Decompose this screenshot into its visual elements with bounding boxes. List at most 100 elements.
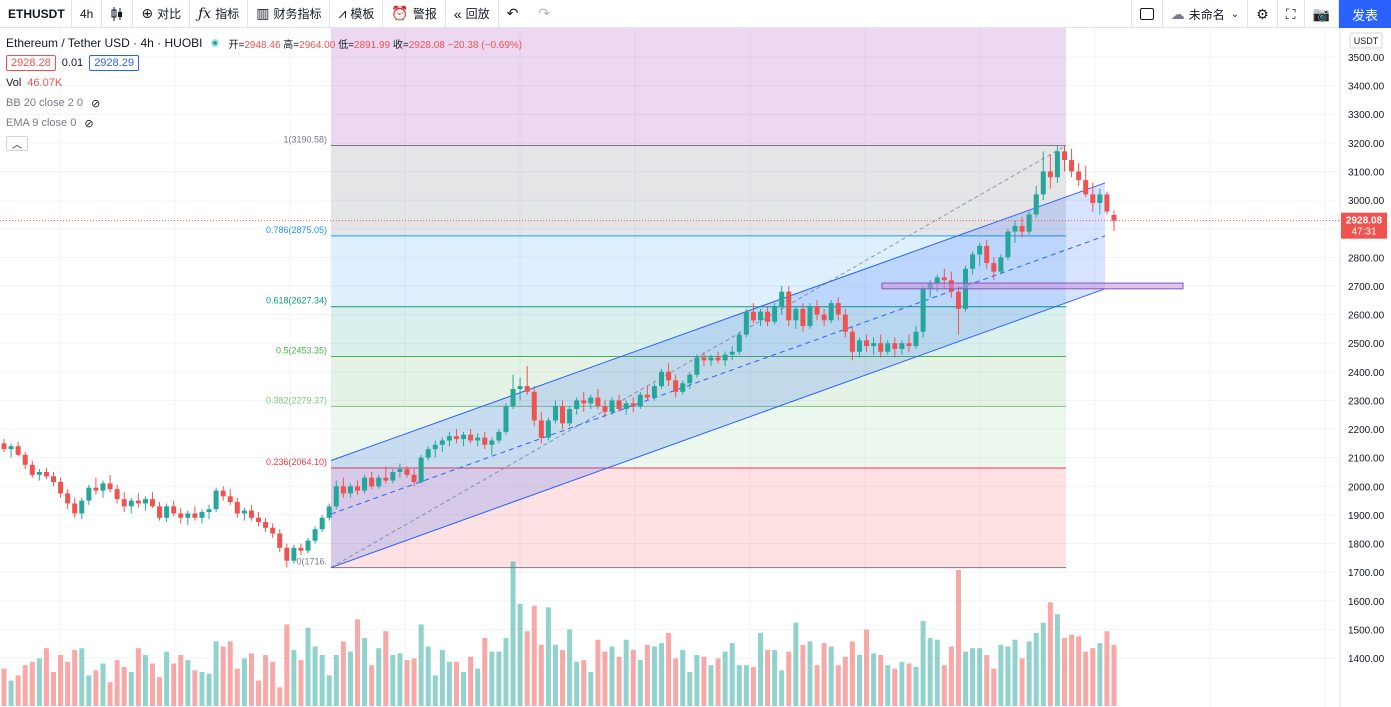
candle-body	[567, 409, 573, 424]
candle-body	[326, 506, 332, 518]
candle-body	[977, 245, 983, 255]
volume-bar	[998, 644, 1004, 706]
templates-button[interactable]: ⩘ 模板	[330, 0, 384, 28]
interval-button[interactable]: 4h	[72, 0, 103, 28]
volume-bar	[779, 670, 785, 706]
high-label: 高=	[283, 39, 300, 51]
legend-title[interactable]: Ethereum / Tether USD · 4h · HUOBI	[6, 36, 203, 50]
eye-hidden-icon[interactable]: ⊘	[91, 97, 101, 110]
volume-bar	[1033, 632, 1039, 706]
volume-bar	[517, 604, 523, 706]
volume-bar	[708, 665, 714, 706]
candle-body	[333, 486, 339, 507]
price-tick-label: 3000.00	[1348, 196, 1385, 207]
ema-indicator-label[interactable]: EMA 9 close 0	[6, 117, 77, 129]
volume-bar	[43, 648, 49, 706]
top-toolbar: ETHUSDT 4h ⊕ 对比 ƒx 指标 ▥ 财务指标 ⩘ 模板 ⏰ 警报 «回放 ↶ …	[0, 0, 1391, 28]
volume-bar	[369, 665, 375, 706]
replay-button[interactable]: «回放	[446, 0, 499, 28]
indicators-button[interactable]: ƒx 指标	[190, 0, 249, 28]
volume-bar	[312, 646, 318, 706]
save-layout-button[interactable]: ☁ 未命名 ⌄	[1163, 0, 1249, 28]
price-tick-label: 2700.00	[1348, 282, 1385, 293]
candle-body	[369, 477, 375, 487]
financials-label: 财务指标	[273, 7, 322, 21]
candle-body	[913, 331, 919, 347]
volume-bar	[687, 672, 693, 706]
volume-bar	[772, 649, 778, 706]
candle-body	[1047, 171, 1053, 178]
volume-bar	[411, 658, 417, 706]
volume-bar	[920, 621, 926, 706]
volume-bar	[616, 656, 622, 706]
candle-body	[1104, 194, 1110, 212]
volume-bar	[149, 663, 155, 706]
candle-body	[991, 263, 997, 272]
candle-body	[36, 471, 42, 475]
financials-button[interactable]: ▥ 财务指标	[248, 0, 331, 28]
volume-bar	[1090, 648, 1096, 706]
layout-select-button[interactable]	[1130, 0, 1163, 28]
camera-icon: 📷	[1312, 5, 1330, 22]
candle-body	[178, 513, 184, 518]
buy-price-button[interactable]: 2928.29	[89, 55, 139, 71]
alert-button[interactable]: ⏰ 警报	[383, 0, 446, 28]
volume-bar	[588, 672, 594, 706]
volume-bar	[475, 668, 481, 706]
candle-body	[934, 277, 940, 284]
candle-body	[545, 420, 551, 438]
eye-hidden-icon[interactable]: ⊘	[84, 117, 94, 130]
candle-body	[142, 499, 148, 504]
volume-bar	[786, 651, 792, 706]
price-chart[interactable]: 1(3190.58) 0.786(2875.05) 0.618(2627.34) 0.…	[0, 28, 1391, 707]
candle-body	[517, 386, 523, 389]
candle-body	[65, 493, 71, 504]
snapshot-button[interactable]: 📷	[1305, 0, 1339, 28]
undo-button[interactable]: ↶	[499, 0, 531, 28]
volume-label[interactable]: Vol	[6, 77, 22, 89]
volume-bar	[757, 632, 763, 706]
function-icon: ƒx	[198, 5, 212, 22]
volume-bar	[531, 605, 537, 706]
volume-bar	[814, 665, 820, 706]
rewind-icon: «	[453, 5, 462, 22]
symbol-search-button[interactable]: ETHUSDT	[0, 0, 72, 28]
volume-bar	[955, 570, 961, 706]
volume-bar	[864, 629, 870, 706]
publish-button[interactable]: 发表	[1338, 0, 1391, 28]
collapse-legend-button[interactable]: ︿	[6, 136, 28, 151]
candle-body	[878, 343, 884, 352]
volume-bar	[807, 641, 813, 706]
volume-bar	[142, 655, 148, 706]
candle-body	[1111, 214, 1117, 221]
candle-body	[856, 340, 862, 352]
compare-button[interactable]: ⊕ 对比	[133, 0, 191, 28]
volume-bar	[390, 655, 396, 706]
volume-bar	[510, 561, 516, 706]
candle-body	[807, 305, 813, 327]
bb-indicator-label[interactable]: BB 20 close 2 0	[6, 97, 84, 109]
candle-body	[814, 305, 820, 315]
volume-bar	[227, 641, 233, 706]
candle-body	[786, 291, 792, 321]
volume-bar	[793, 622, 799, 706]
candle-body	[425, 449, 431, 458]
candle-body	[871, 343, 877, 347]
volume-bar	[128, 672, 134, 706]
volume-bar	[722, 651, 728, 706]
fib-zone	[331, 467, 1066, 568]
redo-button[interactable]: ↷	[530, 0, 562, 28]
candle-body	[390, 471, 396, 481]
fullscreen-button[interactable]: ⛶	[1278, 0, 1305, 28]
volume-bar	[50, 672, 56, 706]
volume-bar	[524, 631, 530, 706]
settings-button[interactable]: ⚙	[1248, 0, 1278, 28]
candle-body	[248, 510, 254, 518]
sell-price-button[interactable]: 2928.28	[6, 55, 56, 71]
candle-body	[362, 477, 368, 491]
volume-bar	[644, 644, 650, 706]
chart-style-button[interactable]	[102, 0, 134, 28]
candle-body	[340, 486, 346, 494]
candle-body	[828, 303, 834, 321]
volume-bar	[107, 682, 113, 706]
